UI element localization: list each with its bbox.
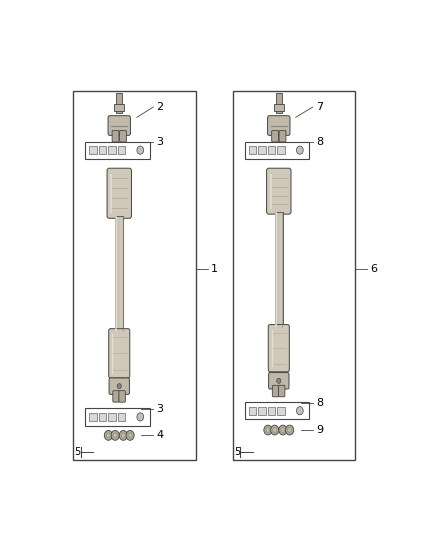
Bar: [85, 142, 150, 159]
Bar: [115, 216, 124, 330]
Bar: [115, 216, 117, 330]
Bar: [245, 142, 309, 159]
Circle shape: [137, 146, 144, 154]
Circle shape: [119, 431, 127, 440]
Bar: [275, 212, 277, 327]
FancyBboxPatch shape: [112, 131, 119, 142]
Text: 3: 3: [156, 403, 163, 414]
FancyBboxPatch shape: [113, 391, 119, 402]
FancyBboxPatch shape: [109, 329, 130, 378]
Circle shape: [273, 427, 277, 432]
FancyBboxPatch shape: [268, 116, 290, 135]
FancyBboxPatch shape: [272, 385, 279, 397]
Text: 4: 4: [156, 430, 164, 440]
Bar: [277, 146, 285, 154]
Text: 5: 5: [234, 447, 240, 457]
Bar: [89, 146, 97, 154]
FancyBboxPatch shape: [279, 385, 285, 397]
FancyBboxPatch shape: [120, 131, 127, 142]
Bar: [108, 413, 116, 421]
Bar: [276, 93, 282, 113]
Bar: [108, 146, 116, 154]
Bar: [268, 146, 276, 154]
Circle shape: [113, 433, 117, 438]
FancyBboxPatch shape: [107, 168, 131, 219]
Circle shape: [288, 427, 292, 432]
FancyBboxPatch shape: [119, 391, 125, 402]
Bar: [74, 91, 196, 460]
Circle shape: [128, 433, 132, 438]
Circle shape: [271, 425, 279, 435]
Text: 6: 6: [371, 264, 378, 274]
Bar: [99, 413, 106, 421]
Bar: [274, 104, 284, 111]
Circle shape: [297, 146, 303, 154]
Circle shape: [297, 407, 303, 415]
FancyBboxPatch shape: [108, 116, 131, 135]
Bar: [249, 407, 256, 415]
Bar: [114, 104, 124, 111]
Bar: [99, 146, 106, 154]
Circle shape: [117, 384, 121, 389]
Bar: [85, 408, 150, 425]
FancyBboxPatch shape: [272, 131, 279, 142]
Circle shape: [286, 425, 294, 435]
Text: 3: 3: [156, 137, 163, 147]
FancyBboxPatch shape: [268, 373, 289, 389]
Text: 9: 9: [316, 425, 323, 435]
Bar: [116, 93, 122, 113]
FancyBboxPatch shape: [279, 131, 286, 142]
Text: 8: 8: [316, 398, 323, 408]
Circle shape: [266, 427, 270, 432]
Text: 1: 1: [211, 264, 218, 274]
Text: 8: 8: [316, 137, 323, 147]
Circle shape: [281, 427, 285, 432]
Bar: [268, 407, 276, 415]
Circle shape: [111, 431, 119, 440]
FancyBboxPatch shape: [267, 168, 291, 214]
Circle shape: [137, 413, 144, 421]
Text: 5: 5: [74, 447, 81, 457]
Circle shape: [126, 431, 134, 440]
Text: 7: 7: [316, 102, 323, 112]
Text: 2: 2: [156, 102, 164, 112]
Bar: [275, 212, 283, 327]
Bar: [233, 91, 355, 460]
Bar: [277, 407, 285, 415]
Bar: [249, 146, 256, 154]
Circle shape: [264, 425, 272, 435]
Circle shape: [279, 425, 287, 435]
Circle shape: [106, 433, 110, 438]
Bar: [245, 402, 309, 419]
Bar: [258, 407, 266, 415]
FancyBboxPatch shape: [109, 378, 130, 394]
Circle shape: [104, 431, 113, 440]
Circle shape: [277, 378, 281, 383]
Bar: [258, 146, 266, 154]
Circle shape: [121, 433, 125, 438]
FancyBboxPatch shape: [268, 325, 290, 372]
Bar: [89, 413, 97, 421]
Bar: [118, 413, 125, 421]
Bar: [118, 146, 125, 154]
